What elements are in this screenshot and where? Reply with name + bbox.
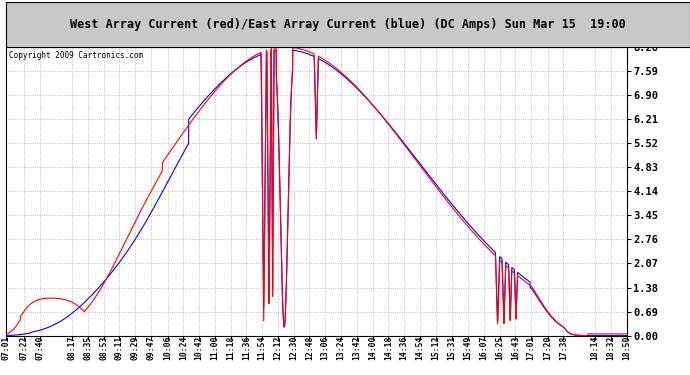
Text: 12:48: 12:48	[305, 336, 314, 360]
Text: 18:50: 18:50	[622, 336, 631, 360]
Text: 18:14: 18:14	[591, 336, 600, 360]
Text: 17:38: 17:38	[559, 336, 568, 360]
Text: 08:35: 08:35	[83, 336, 92, 360]
Text: 15:31: 15:31	[448, 336, 457, 360]
Text: 11:18: 11:18	[226, 336, 235, 360]
Text: 10:06: 10:06	[163, 336, 172, 360]
Text: 13:24: 13:24	[337, 336, 346, 360]
Text: 15:12: 15:12	[431, 336, 440, 360]
Text: 11:36: 11:36	[242, 336, 251, 360]
Text: 17:01: 17:01	[526, 336, 535, 360]
Text: 09:11: 09:11	[115, 336, 124, 360]
Text: 09:29: 09:29	[130, 336, 139, 360]
Text: 12:30: 12:30	[289, 336, 298, 360]
Text: 17:20: 17:20	[543, 336, 552, 360]
Text: 16:43: 16:43	[511, 336, 520, 360]
Text: 12:12: 12:12	[273, 336, 282, 360]
Text: 14:18: 14:18	[384, 336, 393, 360]
Text: 15:49: 15:49	[464, 336, 473, 360]
Text: 14:00: 14:00	[368, 336, 377, 360]
Text: 14:54: 14:54	[415, 336, 424, 360]
Text: 16:25: 16:25	[495, 336, 504, 360]
Text: Copyright 2009 Cartronics.com: Copyright 2009 Cartronics.com	[8, 51, 143, 60]
Text: 13:06: 13:06	[321, 336, 330, 360]
Text: West Array Current (red)/East Array Current (blue) (DC Amps) Sun Mar 15  19:00: West Array Current (red)/East Array Curr…	[70, 18, 626, 31]
Text: 08:17: 08:17	[68, 336, 77, 360]
Text: 10:42: 10:42	[195, 336, 204, 360]
Text: 07:01: 07:01	[1, 336, 10, 360]
Text: 07:22: 07:22	[19, 336, 28, 360]
Text: 16:07: 16:07	[480, 336, 489, 360]
Text: 11:54: 11:54	[257, 336, 266, 360]
Text: 07:40: 07:40	[35, 336, 44, 360]
Text: 10:24: 10:24	[179, 336, 188, 360]
Text: 14:36: 14:36	[400, 336, 408, 360]
Text: 11:00: 11:00	[210, 336, 219, 360]
Text: 13:42: 13:42	[353, 336, 362, 360]
Text: 08:53: 08:53	[99, 336, 108, 360]
Text: 18:32: 18:32	[607, 336, 615, 360]
Text: 09:47: 09:47	[146, 336, 155, 360]
